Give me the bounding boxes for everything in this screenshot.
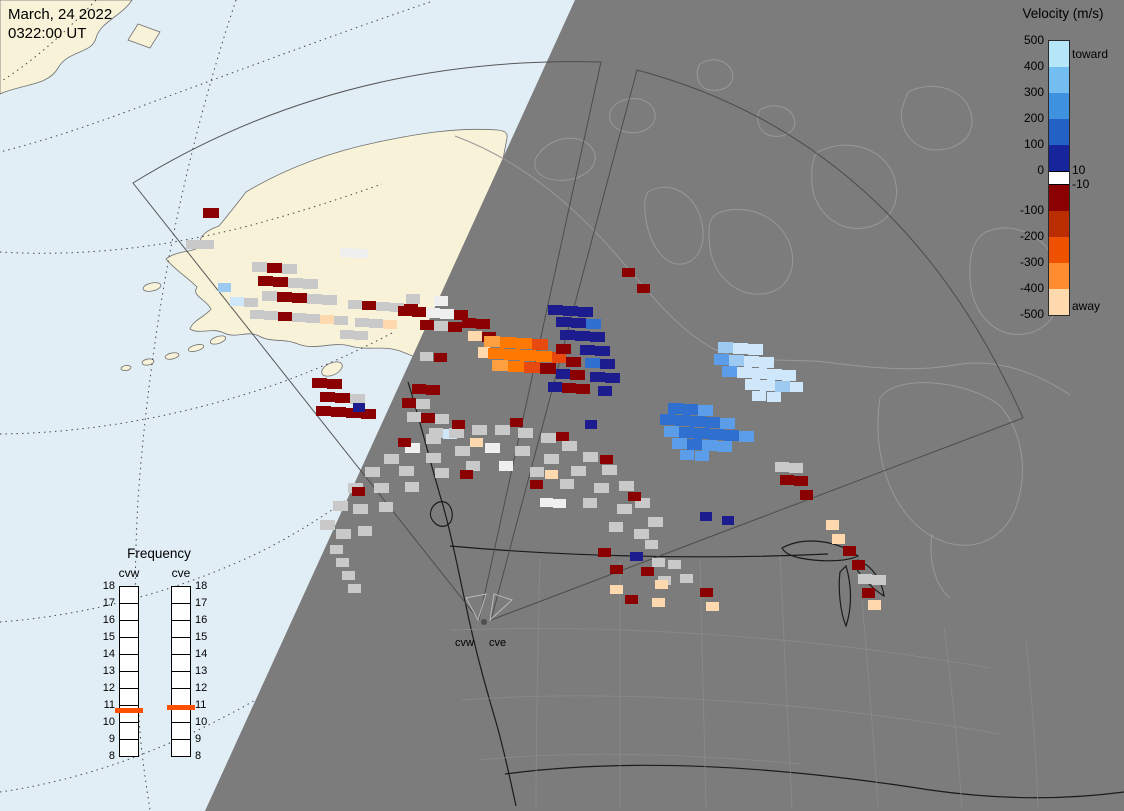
legend-tick: 16 (102, 614, 115, 626)
siberia-land (0, 0, 133, 95)
velocity-ticks-right: toward 10 -10 away (1072, 40, 1124, 316)
frequency-legend: Frequency cvw cve 18 17 16 15 14 13 12 11 10 9 8 1… (95, 546, 223, 786)
freq-ticks-left: 18 17 16 15 14 13 12 11 10 9 8 (95, 580, 117, 762)
legend-tick: 9 (195, 733, 202, 745)
freq-marker (115, 708, 143, 714)
legend-tick: toward (1072, 47, 1109, 61)
south-coastline (504, 764, 1124, 799)
legend-tick: 11 (195, 699, 207, 711)
legend-tick: 100 (1023, 137, 1044, 151)
date-text: March, 24 2022 (8, 6, 113, 23)
night-shading (205, 0, 1124, 811)
aleutian-island (187, 344, 205, 352)
legend-tick: 17 (102, 597, 115, 609)
legend-tick: 10 (195, 716, 208, 728)
legend-tick: 10 (1072, 163, 1086, 177)
legend-tick: 12 (102, 682, 115, 694)
legend-tick: 13 (102, 665, 115, 677)
legend-tick: -100 (1019, 203, 1044, 217)
legend-tick: 13 (195, 665, 208, 677)
legend-tick: 14 (102, 648, 115, 660)
lake-michigan (838, 564, 852, 628)
state-borders (451, 555, 1039, 809)
legend-tick: 17 (195, 597, 208, 609)
legend-tick: 18 (102, 580, 115, 592)
freq-ticks-right: 18 17 16 15 14 13 12 11 10 9 8 (195, 580, 217, 762)
legend-tick: 400 (1023, 59, 1044, 73)
legend-tick: -500 (1019, 307, 1044, 321)
legend-tick: 9 (108, 733, 115, 745)
freq-col-label: cvw (118, 566, 140, 580)
aleutian-island (141, 358, 155, 366)
legend-tick: 16 (195, 614, 208, 626)
freq-bar (167, 586, 195, 757)
freq-bar (115, 586, 143, 757)
legend-tick: -400 (1019, 281, 1044, 295)
legend-tick: 500 (1023, 33, 1044, 47)
freq-col-label: cve (171, 566, 191, 580)
aleutian-island (164, 352, 180, 360)
legend-tick: -300 (1019, 255, 1044, 269)
legend-tick: 15 (195, 631, 208, 643)
frequency-legend-title: Frequency (127, 546, 191, 561)
legend-tick: 0 (1037, 163, 1044, 177)
legend-tick: 11 (103, 699, 115, 711)
legend-tick: 14 (195, 648, 208, 660)
freq-marker (167, 704, 195, 710)
timestamp-block: March, 24 2022 0322:00 UT (8, 5, 112, 43)
radar-label-cvw: cvw (455, 637, 474, 649)
legend-tick: 15 (102, 631, 115, 643)
hudson-bay-outline (877, 382, 1023, 546)
legend-tick: 300 (1023, 85, 1044, 99)
legend-tick: 8 (108, 750, 115, 762)
velocity-legend-title: Velocity (m/s) (1022, 6, 1104, 21)
radar-site-dot (481, 619, 487, 625)
kodiak-island (321, 361, 343, 377)
legend-tick: -200 (1019, 229, 1044, 243)
legend-tick: 12 (195, 682, 208, 694)
cve-fov (490, 69, 1024, 621)
legend-tick: -10 (1072, 177, 1090, 191)
legend-tick: 10 (102, 716, 115, 728)
aleutian-island (209, 335, 227, 345)
st-lawrence-island (142, 282, 162, 292)
legend-tick: 18 (195, 580, 208, 592)
legend-tick: 8 (195, 750, 202, 762)
velocity-data-cells (186, 208, 886, 611)
radar-label-cve: cve (489, 637, 507, 649)
island (127, 23, 161, 49)
time-text: 0322:00 UT (8, 25, 87, 42)
radar-fov-outlines (132, 61, 1024, 621)
velocity-colorbar (1048, 40, 1070, 316)
night-landmass-outlines (454, 59, 1071, 599)
legend-tick: away (1072, 299, 1101, 313)
lake-superior (781, 540, 860, 562)
legend-tick: 200 (1023, 111, 1044, 125)
vancouver-island (429, 501, 453, 527)
velocity-ticks-left: 500 400 300 200 100 0 -100 -200 -300 -400 -500 (1002, 33, 1044, 321)
lake-huron (855, 559, 885, 598)
radar-site-marks (465, 593, 513, 625)
cvw-fov (132, 61, 602, 621)
aleutian-island (120, 365, 132, 371)
velocity-legend: Velocity (m/s) 500 400 300 200 100 0 -100 -200 -… (1002, 6, 1124, 336)
